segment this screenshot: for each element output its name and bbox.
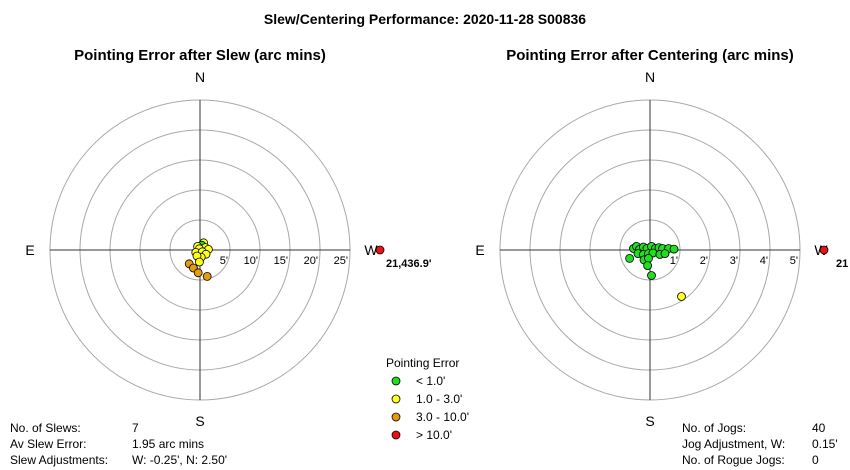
- stats-value: 7: [132, 421, 139, 435]
- legend-swatch-green: [391, 376, 401, 386]
- stats-label: No. of Slews:: [10, 421, 81, 435]
- slew-compass-west: W: [364, 242, 378, 258]
- slew-point-red: [375, 245, 385, 255]
- stats-label: Slew Adjustments:: [10, 453, 108, 467]
- centering-ring-label: 5': [790, 255, 798, 267]
- slew-points: [184, 238, 385, 281]
- legend-swatch-yellow: [391, 394, 401, 404]
- centering-point-yellow: [677, 292, 686, 301]
- centering-ring-labels: 1' 2' 3' 4' 5': [670, 255, 798, 267]
- slew-ring-labels: 5' 10' 15' 20' 25': [220, 255, 348, 267]
- centering-point-green: [660, 249, 670, 259]
- slew-stats: No. of Slews: 7 Av Slew Error: 1.95 arc min…: [10, 421, 227, 467]
- centering-point-green: [643, 261, 652, 271]
- legend-label-yellow: 1.0 - 3.0': [416, 392, 462, 406]
- stats-value: 0: [812, 453, 819, 467]
- slew-point-yellow: [194, 257, 204, 267]
- centering-ring-label: 2': [700, 255, 708, 267]
- centering-point-green: [669, 244, 679, 254]
- centering-overflow-label: 21: [836, 258, 848, 270]
- slew-ring-label: 5': [220, 255, 228, 267]
- centering-ring-label: 3': [730, 255, 738, 267]
- centering-compass-east: E: [475, 242, 484, 258]
- legend-items: < 1.0' 1.0 - 3.0' 3.0 - 10.0' > 10.0': [391, 374, 469, 442]
- centering-error-plot: Pointing Error after Centering (arc mins…: [475, 47, 848, 429]
- stats-value: 1.95 arc mins: [132, 437, 204, 451]
- stats-label: No. of Jogs:: [682, 421, 746, 435]
- centering-stats: No. of Jogs: 40 Jog Adjustment, W: 0.15' No.…: [682, 421, 838, 467]
- stats-value: 40: [812, 421, 826, 435]
- slew-error-plot: Pointing Error after Slew (arc mins) N S…: [25, 47, 431, 429]
- legend-title: Pointing Error: [386, 356, 459, 370]
- legend-swatch-red: [391, 430, 401, 440]
- legend-label-orange: 3.0 - 10.0': [416, 410, 469, 424]
- slew-ring-label: 25': [334, 255, 348, 267]
- centering-point-green: [647, 271, 656, 280]
- legend: Pointing Error < 1.0' 1.0 - 3.0' 3.0 - 10.…: [386, 356, 469, 442]
- stats-label: Jog Adjustment, W:: [682, 437, 785, 451]
- stats-label: No. of Rogue Jogs:: [682, 453, 785, 467]
- slew-ring-label: 10': [244, 255, 258, 267]
- centering-point-green: [644, 253, 653, 263]
- centering-compass-south: S: [645, 413, 654, 429]
- legend-label-red: > 10.0': [416, 428, 452, 442]
- legend-label-green: < 1.0': [416, 374, 445, 388]
- slew-overflow-label: 21,436.9': [386, 258, 432, 270]
- slew-ring-label: 15': [274, 255, 288, 267]
- centering-ring-label: 4': [760, 255, 768, 267]
- centering-ring-label: 1': [670, 255, 678, 267]
- slew-compass-east: E: [25, 242, 34, 258]
- stats-value: 0.15': [812, 437, 838, 451]
- stats-label: Av Slew Error:: [10, 437, 86, 451]
- stats-value: W: -0.25', N: 2.50': [132, 453, 227, 467]
- slew-plot-title: Pointing Error after Slew (arc mins): [74, 47, 326, 64]
- legend-swatch-orange: [391, 412, 401, 422]
- centering-compass-north: N: [645, 69, 655, 85]
- slew-compass-south: S: [195, 413, 204, 429]
- slew-compass-north: N: [195, 69, 205, 85]
- centering-points: [625, 241, 829, 301]
- figure-title: Slew/Centering Performance: 2020-11-28 S…: [264, 11, 586, 27]
- slew-ring-label: 20': [304, 255, 318, 267]
- slew-point-orange: [193, 268, 203, 278]
- centering-plot-title: Pointing Error after Centering (arc mins…: [506, 47, 794, 64]
- slew-point-orange: [202, 271, 212, 281]
- centering-point-red: [819, 245, 829, 255]
- centering-point-green: [625, 253, 634, 263]
